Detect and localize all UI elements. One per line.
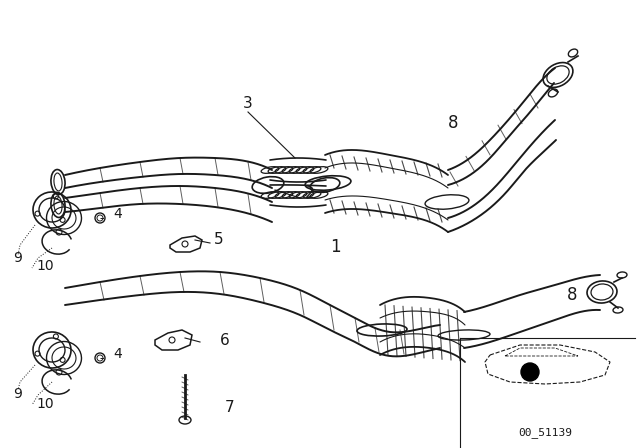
Text: 4: 4 (114, 207, 122, 221)
Text: 9: 9 (13, 251, 22, 265)
Text: 5: 5 (214, 232, 223, 247)
Text: 00_51139: 00_51139 (518, 427, 572, 438)
Text: 7: 7 (225, 400, 235, 415)
Text: 8: 8 (448, 114, 458, 132)
Text: 3: 3 (243, 96, 253, 111)
Text: 10: 10 (36, 397, 54, 411)
Text: 1: 1 (330, 238, 340, 256)
Circle shape (521, 363, 539, 381)
Text: 6: 6 (220, 333, 230, 348)
Text: 4: 4 (114, 347, 122, 361)
Text: 10: 10 (36, 259, 54, 273)
Text: 8: 8 (567, 286, 577, 304)
Text: 2: 2 (305, 186, 315, 201)
Text: 9: 9 (13, 387, 22, 401)
